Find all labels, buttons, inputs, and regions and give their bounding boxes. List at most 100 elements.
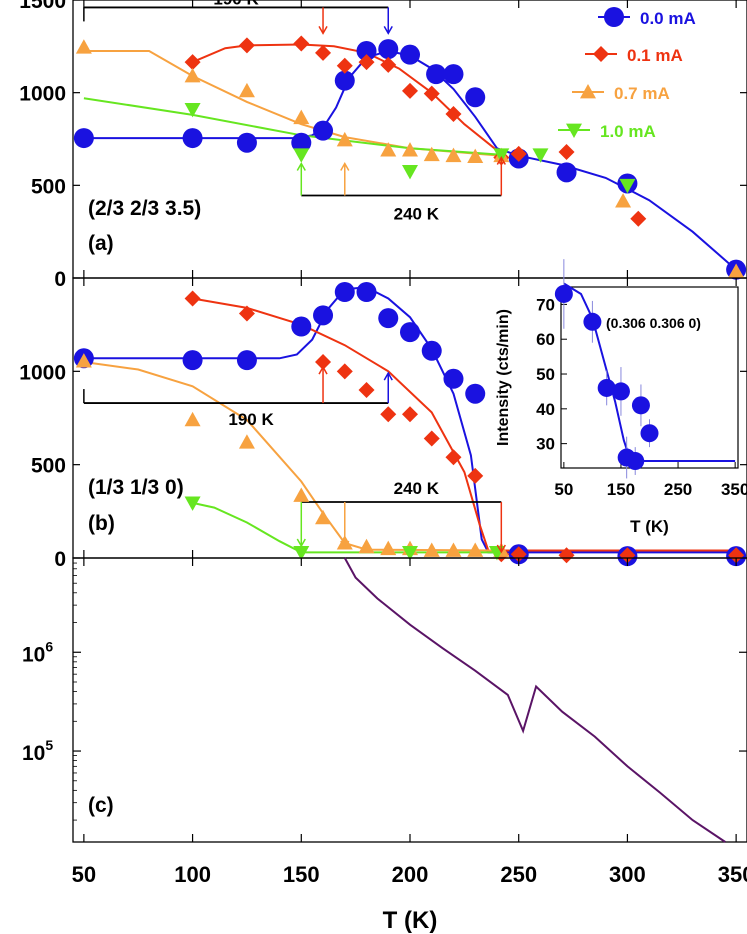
fit-curve — [83, 286, 737, 554]
data-point-triangle-down — [402, 165, 418, 180]
transition-label: 240 K — [394, 205, 440, 224]
inset-data-point — [597, 378, 616, 397]
y-tick-base: 10 — [22, 742, 45, 765]
data-point-circle — [291, 316, 312, 337]
data-point-diamond — [558, 143, 575, 160]
data-point-diamond — [336, 57, 353, 74]
y-tick-label: 0 — [54, 548, 66, 571]
data-point-circle — [291, 132, 312, 153]
y-tick-exponent: 5 — [45, 737, 53, 753]
data-point-circle — [465, 87, 486, 108]
data-point-diamond — [558, 547, 575, 564]
data-point-diamond — [380, 406, 397, 423]
data-point-circle — [182, 350, 203, 371]
x-tick-label: 150 — [283, 862, 320, 887]
data-point-triangle-up — [293, 487, 310, 502]
plot-frame — [72, 557, 747, 843]
y-tick-label: 105 — [22, 737, 53, 765]
indicator-arrowhead — [296, 538, 306, 548]
indicator-arrowhead — [383, 371, 393, 381]
data-point-diamond — [402, 82, 418, 99]
y-tick-label: 500 — [31, 455, 66, 478]
data-point-triangle-up — [238, 82, 255, 98]
inset-data-point — [611, 382, 630, 401]
data-point-diamond — [445, 449, 462, 466]
y-tick-base: 10 — [22, 643, 45, 666]
data-point-triangle-up — [184, 411, 201, 427]
data-point-circle — [182, 128, 203, 149]
x-tick-label: 200 — [392, 862, 429, 887]
data-point-diamond — [423, 85, 440, 102]
data-point-circle — [556, 162, 577, 183]
data-point-circle — [356, 282, 377, 302]
indicator-arrowhead — [296, 162, 306, 171]
data-point-circle — [334, 70, 355, 91]
reflection-label: (2/3 2/3 3.5) — [88, 197, 201, 220]
transition-label: 190 K — [228, 410, 274, 429]
data-point-circle — [313, 120, 334, 141]
data-point-triangle-down — [184, 102, 201, 118]
inset-y-tick-label: 50 — [536, 365, 555, 384]
y-tick-label: 106 — [22, 638, 53, 666]
shared-x-axis: 50 100 150 200 250 300 350 T (K) — [72, 862, 747, 934]
data-point-circle — [73, 128, 94, 149]
data-point-circle — [356, 40, 377, 61]
data-point-triangle-down — [293, 546, 310, 561]
legend-marker — [580, 84, 596, 99]
x-tick-label: 100 — [174, 862, 211, 887]
data-point-triangle-down — [293, 148, 310, 163]
data-point-diamond — [630, 210, 647, 227]
indicator-arrowhead — [340, 162, 350, 171]
data-point-diamond — [358, 382, 375, 398]
indicator-arrowhead — [496, 544, 506, 554]
data-point-circle — [443, 368, 464, 389]
indicator-arrowhead — [496, 156, 506, 165]
data-point-circle — [378, 308, 399, 329]
x-tick-label: 300 — [609, 862, 646, 887]
inset-x-tick-label: 250 — [664, 480, 692, 499]
inset-data-point — [583, 312, 602, 331]
indicator-arrowhead — [383, 26, 393, 35]
data-point-diamond — [445, 105, 462, 122]
data-point-circle — [236, 350, 257, 371]
y-tick-label: 1000 — [19, 361, 66, 384]
x-axis-title: T (K) — [383, 907, 438, 934]
inset-data-point — [631, 396, 650, 415]
x-tick-label: 250 — [500, 862, 537, 887]
data-point-diamond — [238, 37, 255, 54]
panel-b: 0 500 1000 190 K 240 K (1/3 1/3 0) (b) — [19, 277, 747, 571]
inset-x-axis-title: T (K) — [630, 517, 669, 536]
data-point-diamond — [315, 44, 332, 61]
data-point-circle — [400, 322, 420, 343]
data-point-triangle-up — [423, 542, 440, 557]
data-point-circle — [313, 305, 334, 326]
x-tick-label: 50 — [72, 862, 96, 887]
panel-b-inset: 50 150 250 350 30 40 50 60 70 (0.306 0.306 0) Inte… — [495, 259, 747, 536]
inset-y-tick-label: 70 — [536, 295, 555, 314]
data-point-triangle-up — [184, 67, 201, 83]
data-point-triangle-down — [493, 148, 510, 163]
indicator-arrowhead — [318, 26, 328, 35]
transition-label: 190 K — [213, 0, 259, 8]
y-tick-label: 0 — [54, 268, 66, 291]
panel-label: (c) — [88, 794, 114, 817]
data-point-diamond — [315, 354, 332, 370]
data-point-circle — [465, 383, 486, 404]
inset-reflection-label: (0.306 0.306 0) — [606, 315, 701, 331]
reflection-label: (1/3 1/3 0) — [88, 476, 184, 499]
legend-marker — [566, 123, 582, 138]
data-point-circle — [426, 64, 447, 85]
data-point-triangle-up — [315, 509, 332, 525]
inset-x-tick-label: 50 — [554, 480, 573, 499]
y-tick-label: 1500 — [19, 0, 66, 13]
data-point-diamond — [619, 547, 636, 564]
data-point-triangle-up — [336, 131, 353, 147]
data-point-triangle-up — [423, 146, 440, 162]
indicator-arrowhead — [318, 365, 328, 375]
data-point-triangle-down — [184, 496, 201, 511]
legend-label: 0.7 mA — [614, 84, 670, 103]
inset-y-tick-label: 60 — [536, 330, 555, 349]
data-point-diamond — [423, 430, 440, 447]
panel-a: 0 500 1000 1500 190 K 240 K (2/3 2/3 3.5) (a) 0.… — [19, 0, 747, 291]
data-point-triangle-up — [380, 142, 397, 157]
